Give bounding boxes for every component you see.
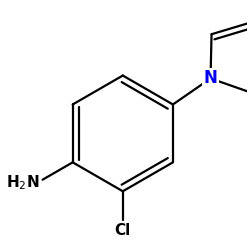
Text: N: N — [204, 70, 218, 87]
Text: H$_2$N: H$_2$N — [6, 173, 40, 192]
Text: Cl: Cl — [115, 223, 131, 238]
